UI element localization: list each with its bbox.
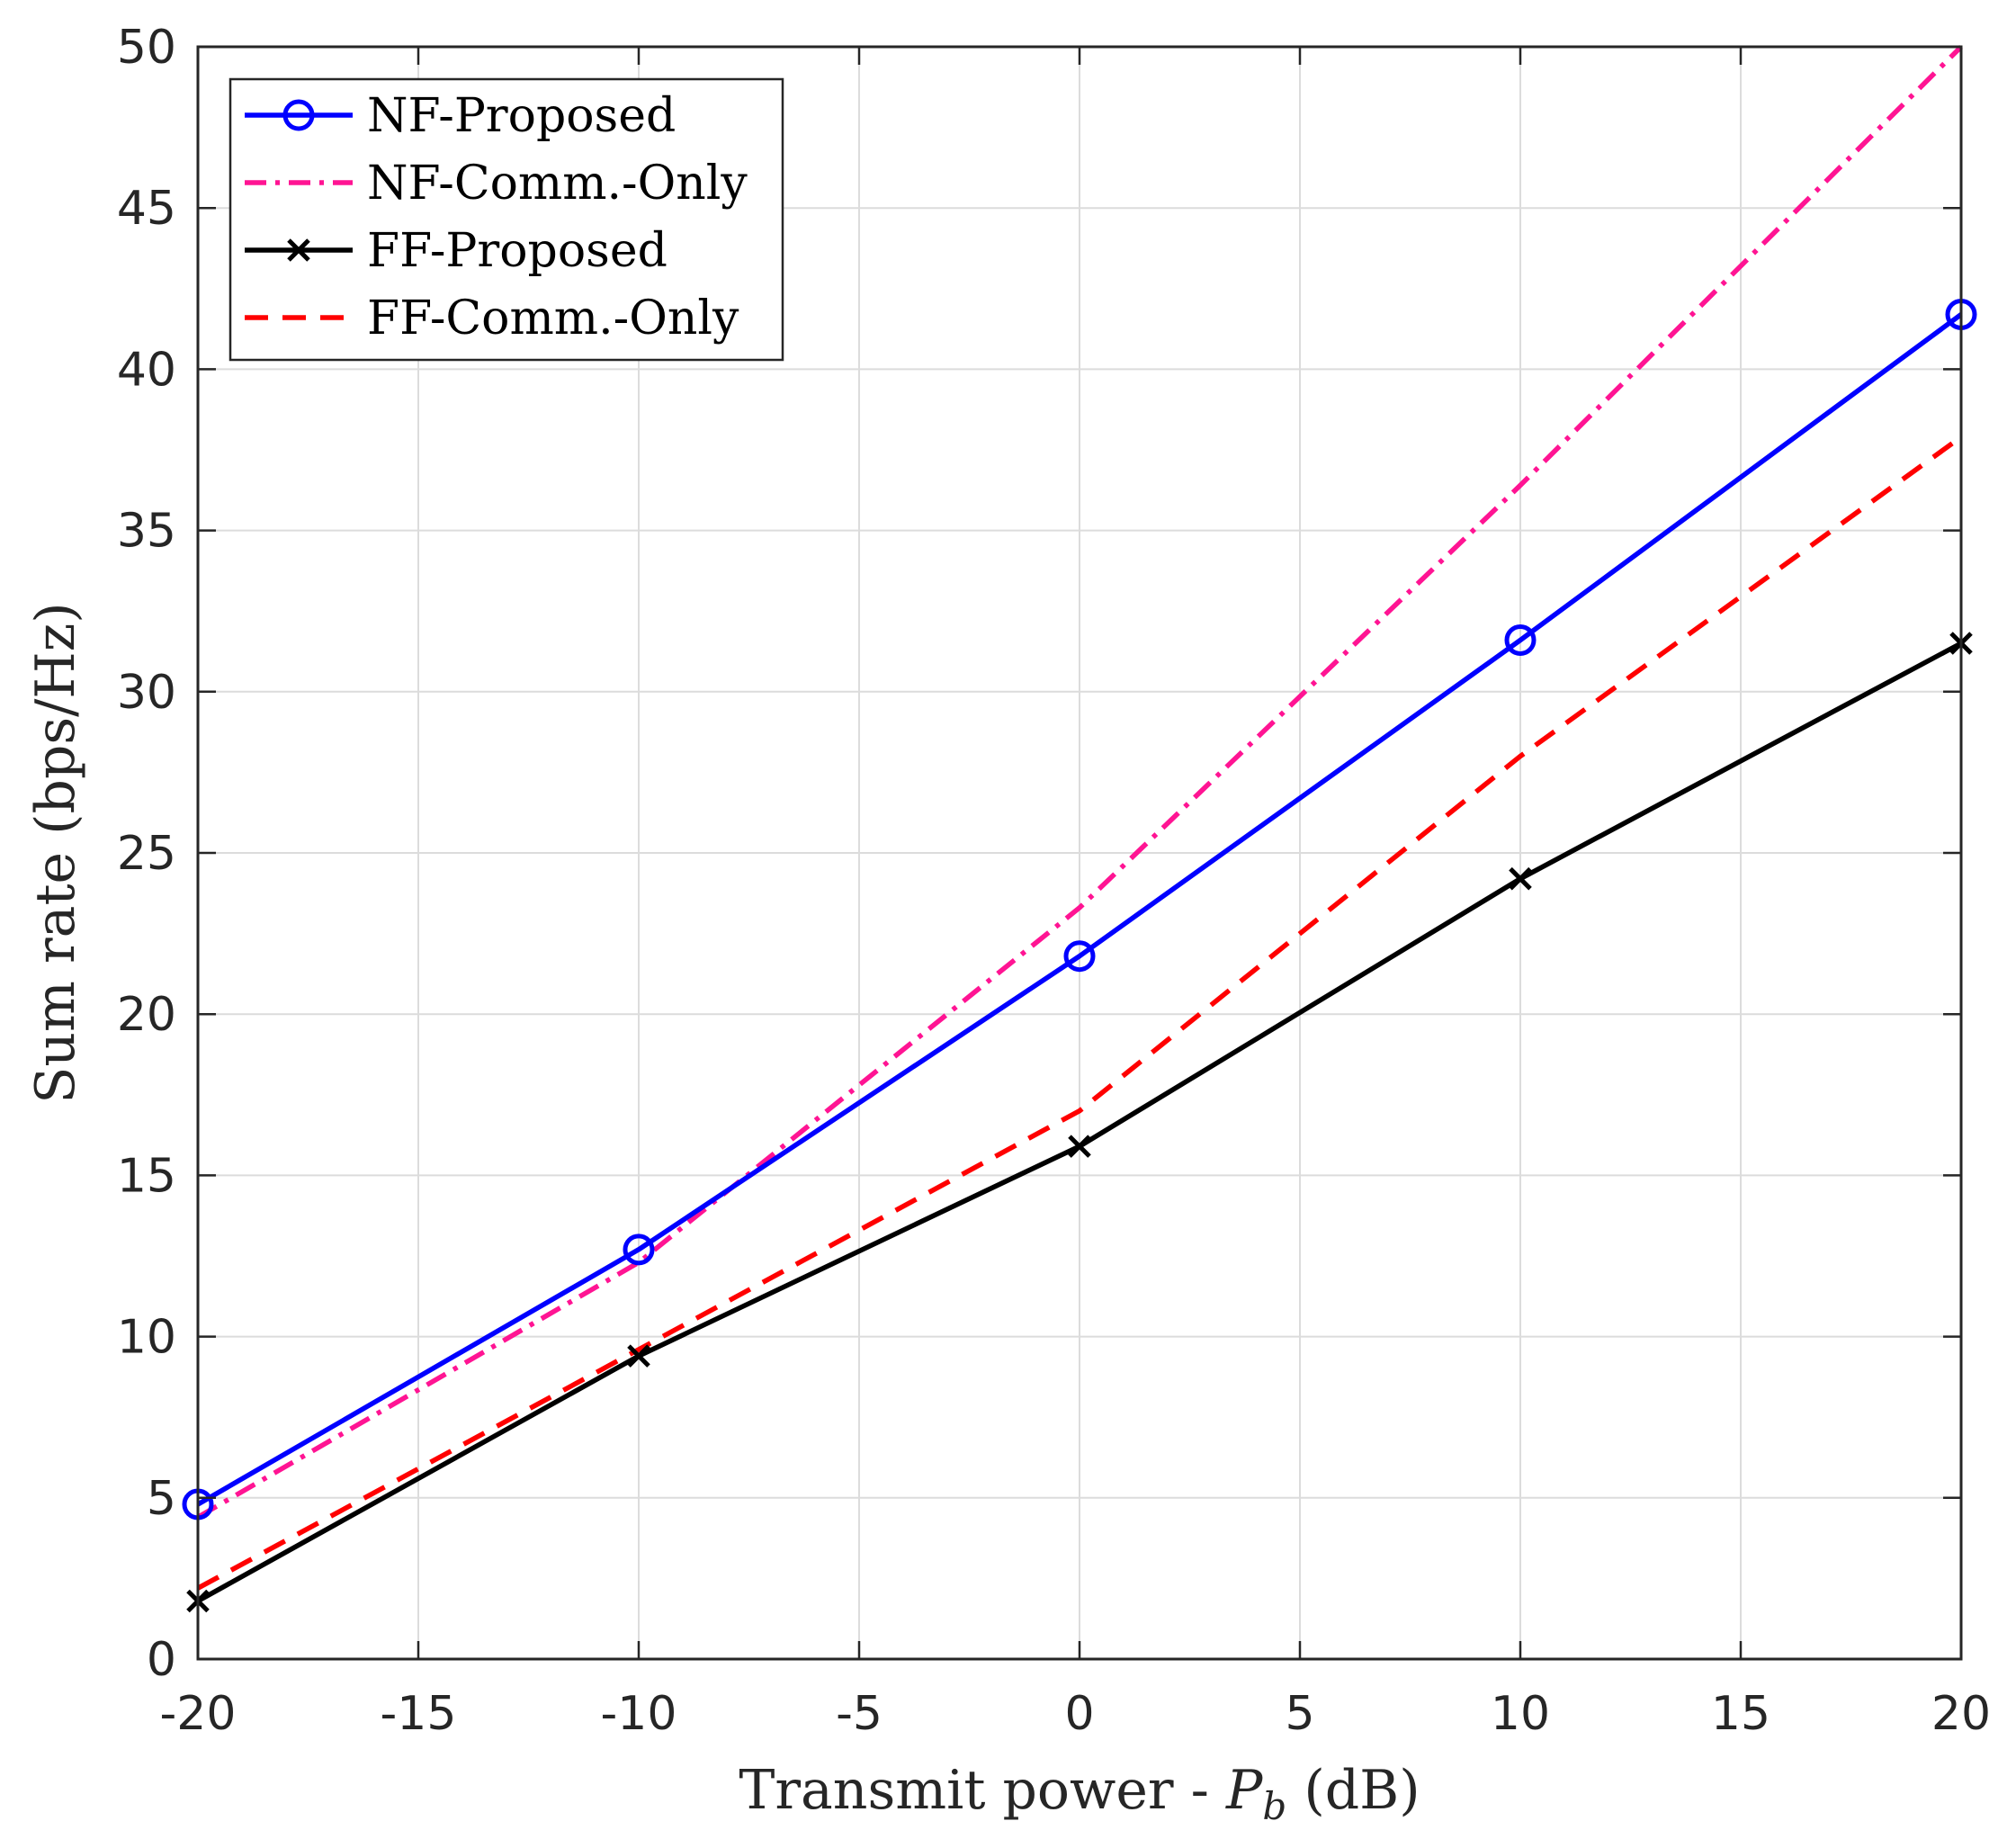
data-point-nf-proposed	[1504, 623, 1537, 656]
legend-entry-nf-proposed: NF-Proposed	[245, 89, 676, 143]
y-tick-label: 15	[117, 1149, 176, 1203]
marker-stroke	[1509, 866, 1532, 891]
x-tick-label: -15	[381, 1687, 457, 1741]
y-axis-label: Sum rate (bps/Hz)	[24, 602, 87, 1103]
marker-stroke	[627, 1344, 650, 1368]
legend-marker	[287, 238, 310, 262]
tick-labels: -20 -15 -10 -5 0 5 10 15 20 0 5 10 15 20 25 30 35 40 45 50	[117, 21, 1991, 1741]
series-line-nf-proposed	[196, 312, 1963, 1507]
x-tick-label: -10	[601, 1687, 677, 1741]
y-tick-label: 45	[117, 182, 176, 236]
y-tick-label: 0	[147, 1633, 176, 1687]
series-line-ff-comm-only	[196, 435, 1963, 1591]
data-point-nf-proposed	[1063, 940, 1096, 973]
x-tick-label: -20	[160, 1687, 237, 1741]
y-tick-label: 25	[117, 827, 176, 881]
x-axis-label: Transmit power - Pb (dB)	[739, 1759, 1420, 1828]
legend-entry-nf-comm-only: NF-Comm.-Only	[245, 157, 748, 211]
series-ff-proposed	[186, 632, 1973, 1613]
y-tick-label: 35	[117, 505, 176, 559]
legend-label: NF-Comm.-Only	[367, 157, 748, 211]
x-tick-label: 15	[1711, 1687, 1770, 1741]
legend-label: FF-Proposed	[367, 224, 668, 278]
y-tick-label: 40	[117, 343, 176, 397]
marker-stroke	[287, 238, 310, 262]
series-ff-comm-only	[196, 435, 1963, 1591]
x-tick-label: 5	[1285, 1687, 1314, 1741]
y-tick-label: 10	[117, 1311, 176, 1365]
legend-label: FF-Comm.-Only	[367, 292, 739, 345]
legend: NF-Proposed NF-Comm.-Only FF-Proposed FF-Co…	[228, 77, 784, 362]
legend-entry-ff-comm-only: FF-Comm.-Only	[245, 292, 739, 345]
legend-marker	[282, 99, 315, 131]
data-point-ff-proposed	[1068, 1135, 1091, 1158]
x-tick-label: 0	[1064, 1687, 1094, 1741]
data-point-nf-proposed	[623, 1233, 655, 1266]
data-point-ff-proposed	[1509, 866, 1532, 891]
data-point-ff-proposed	[627, 1344, 650, 1368]
x-tick-label: -5	[836, 1687, 883, 1741]
x-tick-label: 10	[1491, 1687, 1550, 1741]
series-line-nf-comm-only	[196, 45, 1963, 1520]
y-tick-label: 20	[117, 988, 176, 1042]
y-tick-label: 5	[147, 1472, 176, 1526]
y-tick-label: 50	[117, 21, 176, 75]
series-layer	[182, 45, 1977, 1613]
legend-entry-ff-proposed: FF-Proposed	[245, 224, 668, 278]
x-tick-label: 20	[1931, 1687, 1991, 1741]
legend-label: NF-Proposed	[367, 89, 676, 143]
legend-box	[228, 77, 784, 362]
tick-marks	[196, 45, 1963, 1661]
marker-stroke	[1068, 1135, 1091, 1158]
y-tick-label: 30	[117, 666, 176, 720]
series-nf-comm-only	[196, 45, 1963, 1520]
